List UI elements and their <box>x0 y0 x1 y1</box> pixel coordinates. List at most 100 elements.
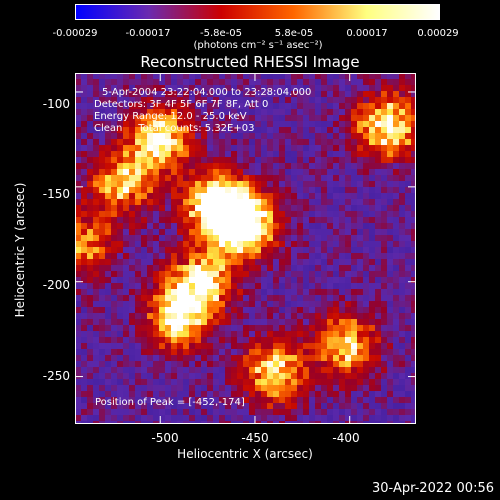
heatmap-cell <box>339 91 345 97</box>
heatmap-cell <box>363 97 369 103</box>
heatmap-cell <box>303 199 309 205</box>
heatmap-cell <box>201 229 207 235</box>
heatmap-cell <box>291 367 297 373</box>
heatmap-cell <box>309 277 315 283</box>
heatmap-cell <box>93 91 99 97</box>
heatmap-cell <box>147 379 153 385</box>
heatmap-cell <box>93 379 99 385</box>
heatmap-cell <box>243 271 249 277</box>
heatmap-cell <box>213 391 219 397</box>
heatmap-cell <box>129 223 135 229</box>
heatmap-cell <box>357 379 363 385</box>
heatmap-cell <box>387 175 393 181</box>
heatmap-cell <box>171 325 177 331</box>
heatmap-cell <box>189 277 195 283</box>
heatmap-cell <box>117 145 123 151</box>
heatmap-cell <box>369 397 375 403</box>
heatmap-cell <box>339 151 345 157</box>
heatmap-cell <box>345 193 351 199</box>
heatmap-cell <box>249 121 255 127</box>
heatmap-cell <box>213 211 219 217</box>
heatmap-cell <box>207 349 213 355</box>
heatmap-cell <box>93 349 99 355</box>
heatmap-cell <box>135 211 141 217</box>
heatmap-cell <box>81 211 87 217</box>
heatmap-cell <box>333 307 339 313</box>
heatmap-cell <box>297 325 303 331</box>
heatmap-cell <box>309 361 315 367</box>
heatmap-cell <box>177 139 183 145</box>
heatmap-cell <box>75 241 81 247</box>
heatmap-cell <box>255 151 261 157</box>
heatmap-cell <box>75 229 81 235</box>
heatmap-cell <box>117 343 123 349</box>
heatmap-cell <box>117 163 123 169</box>
heatmap-cell <box>405 331 411 337</box>
heatmap-cell <box>123 259 129 265</box>
heatmap-cell <box>357 355 363 361</box>
heatmap-cell <box>255 271 261 277</box>
heatmap-cell <box>315 271 321 277</box>
heatmap-cell <box>405 121 411 127</box>
heatmap-cell <box>321 163 327 169</box>
heatmap-cell <box>177 307 183 313</box>
heatmap-cell <box>333 235 339 241</box>
heatmap-cell <box>405 187 411 193</box>
heatmap-cell <box>381 199 387 205</box>
heatmap-cell <box>237 313 243 319</box>
heatmap-cell <box>189 85 195 91</box>
heatmap-cell <box>273 133 279 139</box>
heatmap-cell <box>321 103 327 109</box>
heatmap-cell <box>405 289 411 295</box>
heatmap-cell <box>363 379 369 385</box>
heatmap-cell <box>111 283 117 289</box>
heatmap-cell <box>237 319 243 325</box>
heatmap-cell <box>135 367 141 373</box>
heatmap-cell <box>225 85 231 91</box>
heatmap-cell <box>387 313 393 319</box>
heatmap-cell <box>99 319 105 325</box>
heatmap-cell <box>123 307 129 313</box>
heatmap-cell <box>219 403 225 409</box>
heatmap-cell <box>285 199 291 205</box>
heatmap-cell <box>195 133 201 139</box>
heatmap-cell <box>351 73 357 79</box>
heatmap-cell <box>111 313 117 319</box>
heatmap-cell <box>99 223 105 229</box>
heatmap-cell <box>405 295 411 301</box>
heatmap-cell <box>201 283 207 289</box>
heatmap-cell <box>165 397 171 403</box>
heatmap-cell <box>165 277 171 283</box>
heatmap-cell <box>189 73 195 79</box>
colorbar-tick-label: -0.00029 <box>52 28 98 39</box>
heatmap-cell <box>105 109 111 115</box>
heatmap-cell <box>111 229 117 235</box>
heatmap-cell <box>399 97 405 103</box>
heatmap-cell <box>207 373 213 379</box>
heatmap-cell <box>117 133 123 139</box>
heatmap-cell <box>189 367 195 373</box>
heatmap-cell <box>75 361 81 367</box>
heatmap-cell <box>105 145 111 151</box>
heatmap-cell <box>213 409 219 415</box>
heatmap-cell <box>231 409 237 415</box>
heatmap-cell <box>321 145 327 151</box>
heatmap-cell <box>267 349 273 355</box>
heatmap-cell <box>213 133 219 139</box>
heatmap-cell <box>255 277 261 283</box>
heatmap-cell <box>141 139 147 145</box>
heatmap-cell <box>309 97 315 103</box>
heatmap-cell <box>81 307 87 313</box>
heatmap-cell <box>99 397 105 403</box>
heatmap-cell <box>123 331 129 337</box>
heatmap-cell <box>207 385 213 391</box>
heatmap-cell <box>255 199 261 205</box>
heatmap-cell <box>123 151 129 157</box>
heatmap-cell <box>123 295 129 301</box>
heatmap-cell <box>87 139 93 145</box>
heatmap-cell <box>93 421 99 424</box>
heatmap-cell <box>135 397 141 403</box>
heatmap-cell <box>165 271 171 277</box>
heatmap-cell <box>117 325 123 331</box>
heatmap-cell <box>261 415 267 421</box>
